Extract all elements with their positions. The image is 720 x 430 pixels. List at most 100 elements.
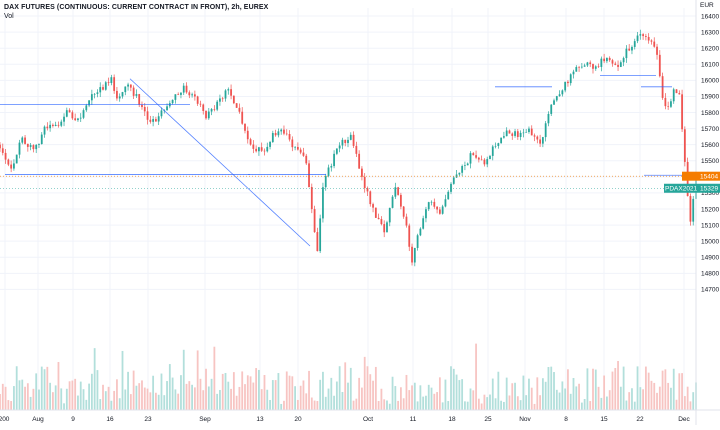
volume-bar (13, 386, 15, 410)
candle-body (438, 209, 441, 214)
candle-body (553, 100, 555, 105)
volume-bar (43, 369, 46, 410)
candle-body (358, 153, 361, 169)
volume-bar (631, 388, 633, 410)
candle-body (469, 153, 472, 164)
volume-bar (65, 388, 68, 410)
candle-body (35, 144, 38, 150)
volume-bar (503, 401, 505, 410)
volume-bar (497, 371, 500, 410)
volume-bar (196, 350, 199, 410)
candle-body (347, 139, 349, 144)
candle-body (647, 36, 650, 41)
time-axis[interactable]: 200 Aug 9 16 23 Sep 13 20 Oct 11 18 25 Nov 8 15 22 Dec (0, 409, 720, 423)
candle-body (369, 191, 372, 205)
candle-body (631, 46, 633, 51)
volume-bar (592, 368, 594, 410)
volume-bar (402, 398, 405, 410)
volume-bar (567, 369, 569, 410)
candle-body (636, 35, 639, 42)
candle-body (580, 66, 583, 68)
candle-body (330, 166, 333, 168)
volume-bar (386, 400, 388, 410)
volume-bar (330, 377, 333, 410)
volume-bar (35, 373, 38, 410)
candle-body (93, 93, 96, 95)
volume-bar (271, 380, 274, 410)
candle-body (603, 58, 606, 62)
candle-body (210, 109, 213, 112)
price-tick-label: 15300 (701, 190, 719, 197)
volume-bar (664, 369, 667, 410)
price-tick-label: 14800 (701, 271, 719, 278)
candle-body (592, 64, 594, 69)
candle-body (586, 62, 589, 66)
volume-bar (438, 377, 441, 410)
volume-bar (155, 392, 157, 410)
volume-bar (374, 366, 377, 410)
volume-bar (96, 370, 99, 410)
candle-body (24, 137, 26, 144)
volume-bar (661, 370, 664, 410)
volume-bar (377, 401, 380, 410)
volume-bar (461, 379, 464, 410)
candle-body (302, 152, 305, 156)
volume-bar (475, 343, 477, 410)
candle-body (500, 137, 503, 144)
candle-body (135, 94, 138, 96)
volume-bar (174, 389, 177, 410)
candle-body (530, 128, 533, 136)
drawing-tools[interactable] (0, 75, 682, 247)
volume-bar (491, 378, 494, 410)
candle-body (608, 57, 611, 61)
candle-body (561, 90, 564, 95)
symbol-title[interactable]: DAX FUTURES (CONTINUOUS: CURRENT CONTRAC… (4, 4, 269, 11)
volume-bar (15, 366, 18, 410)
candle-body (127, 84, 129, 87)
volume-bar (686, 386, 689, 410)
volume-bar (10, 401, 13, 410)
time-tick-label: 11 (410, 416, 417, 423)
volume-bar (399, 387, 402, 410)
volume-bar (372, 380, 374, 410)
volume-bar (74, 378, 77, 410)
candle-body (43, 126, 46, 135)
candle-body (541, 137, 544, 144)
price-axis[interactable]: 16400 16300 16200 16100 16000 15900 15800 15700… (695, 0, 719, 425)
volume-bar (541, 378, 544, 410)
candle-body (486, 159, 489, 165)
volume-bar (118, 398, 121, 410)
volume-bar (180, 375, 182, 410)
candle-body (152, 119, 155, 122)
volume-bar (316, 401, 319, 410)
volume-bar (683, 396, 686, 410)
volume-bar (232, 372, 235, 410)
volume-bar (650, 380, 653, 410)
volume-label[interactable]: Vol (4, 13, 14, 20)
volume-bar (116, 379, 118, 410)
candle-body (7, 159, 10, 165)
volume-bar (258, 369, 260, 410)
volume-bar (216, 393, 219, 410)
candle-body (681, 94, 683, 130)
candle-body (15, 154, 18, 164)
volume-bar (658, 386, 661, 410)
volume-bar (555, 389, 558, 410)
candle-body (383, 224, 386, 233)
price-tick-label: 16400 (701, 13, 719, 20)
volume-bar (441, 402, 444, 410)
volume-bar (0, 393, 1, 410)
candle-body (505, 130, 508, 137)
volume-bar (177, 393, 180, 410)
volume-bar (32, 388, 35, 410)
volume-bar (603, 375, 606, 410)
candle-body (402, 206, 405, 217)
last-price-value: 15404 (700, 173, 718, 180)
volume-bar (4, 386, 7, 410)
volume-bar (104, 391, 107, 410)
volume-bar (575, 386, 578, 410)
volume-bar (110, 400, 113, 410)
